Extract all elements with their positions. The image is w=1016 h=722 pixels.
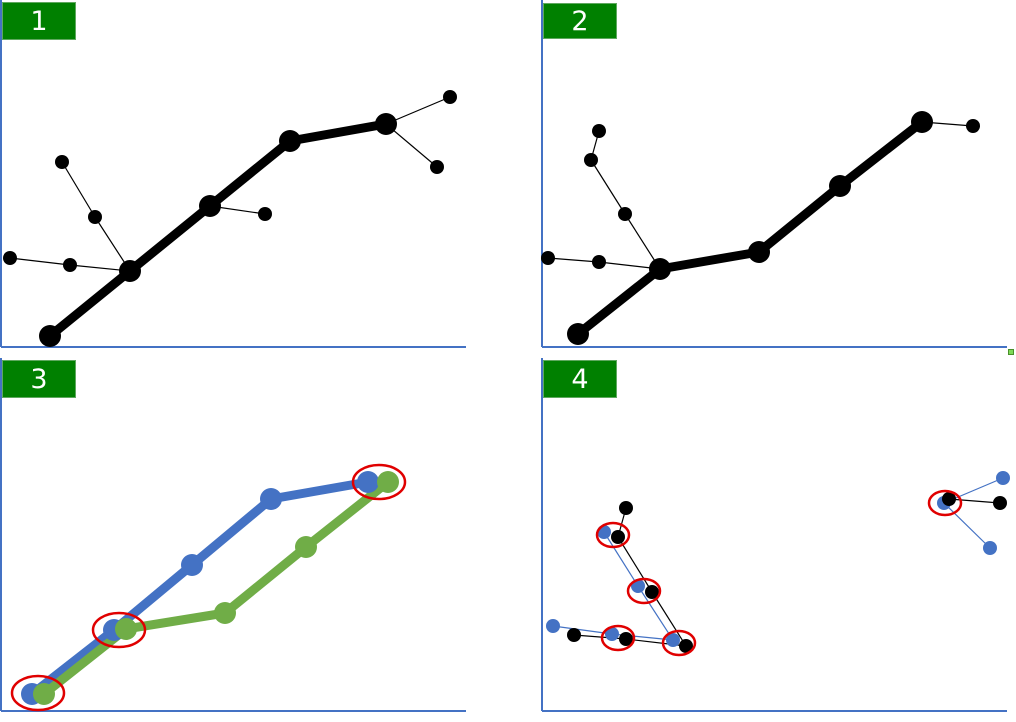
panel-4-highlight-rings xyxy=(595,489,963,657)
tree-leaf xyxy=(645,585,659,599)
highlight-ring xyxy=(10,674,66,712)
tree-node xyxy=(214,602,236,624)
blue-branches xyxy=(552,477,1004,641)
tree-leaf xyxy=(942,492,956,506)
tree-leaf xyxy=(993,496,1007,510)
tree-leaf xyxy=(55,155,69,169)
highlight-ring xyxy=(927,489,963,517)
tree-leaf xyxy=(88,210,102,224)
tree-node xyxy=(260,488,282,510)
tree-node xyxy=(375,113,397,135)
tree-node xyxy=(181,554,203,576)
tree-node xyxy=(567,323,589,345)
panel-3-highlight-rings xyxy=(10,463,407,712)
tree-leaf xyxy=(592,255,606,269)
tree-1-trunk xyxy=(47,119,387,340)
tree-leaf xyxy=(258,207,272,221)
highlight-ring xyxy=(626,577,662,605)
blue-branch-nodes xyxy=(546,471,1010,647)
tree-leaf xyxy=(966,119,980,133)
tree-node xyxy=(829,175,851,197)
selection-handle[interactable] xyxy=(1008,349,1014,355)
panel-1-tree xyxy=(3,90,457,347)
tree-leaf xyxy=(983,541,997,555)
panel-3-axes xyxy=(0,358,466,712)
tree-leaf xyxy=(63,258,77,272)
tree-node xyxy=(748,241,770,263)
tree-leaf xyxy=(430,160,444,174)
tree-leaf xyxy=(597,525,611,539)
tree-leaf xyxy=(584,153,598,167)
tree-node xyxy=(377,471,399,493)
tree-node xyxy=(357,471,379,493)
tree-leaf xyxy=(443,90,457,104)
black-branch-nodes xyxy=(567,492,1007,653)
tree-leaf xyxy=(679,639,693,653)
panel-2-axes xyxy=(541,0,1007,348)
tree-leaf xyxy=(619,501,633,515)
highlight-ring xyxy=(91,611,147,649)
panel-label-2: 2 xyxy=(543,3,617,39)
tree-1-nodes xyxy=(3,90,457,347)
tree-node xyxy=(39,325,61,347)
panel-label-3: 3 xyxy=(2,360,76,398)
tree-leaf xyxy=(666,633,680,647)
tree-leaf xyxy=(3,251,17,265)
tree-leaf xyxy=(567,628,581,642)
tree-node xyxy=(33,683,55,705)
tree-leaf xyxy=(592,124,606,138)
panel-2-tree xyxy=(541,111,980,345)
tree-leaf xyxy=(996,471,1010,485)
panel-label-4: 4 xyxy=(543,360,617,398)
highlight-ring xyxy=(595,521,631,549)
tree-node xyxy=(911,111,933,133)
green-trunk-nodes xyxy=(33,471,399,705)
tree-leaf xyxy=(605,627,619,641)
blue-trunk-nodes xyxy=(21,471,379,705)
panel-3-comparison xyxy=(10,463,407,712)
tree-node xyxy=(199,195,221,217)
tree-2-nodes xyxy=(541,111,980,345)
tree-leaf xyxy=(541,251,555,265)
panel-4-branches xyxy=(546,471,1010,657)
tree-node xyxy=(115,618,137,640)
panel-1-axes xyxy=(0,0,466,348)
highlight-ring xyxy=(600,624,636,652)
tree-node xyxy=(279,130,301,152)
highlight-ring xyxy=(661,629,697,657)
tree-leaf xyxy=(618,207,632,221)
tree-leaf xyxy=(546,619,560,633)
tree-leaf xyxy=(611,530,625,544)
panel-4-axes xyxy=(541,358,1007,712)
panel-label-1: 1 xyxy=(2,2,76,40)
green-trunk xyxy=(41,478,391,698)
tree-node xyxy=(649,258,671,280)
tree-node xyxy=(119,260,141,282)
tree-leaf xyxy=(619,632,633,646)
highlight-ring xyxy=(351,463,407,501)
black-branches xyxy=(573,498,1001,647)
tree-node xyxy=(295,536,317,558)
tree-2-trunk xyxy=(575,118,925,338)
